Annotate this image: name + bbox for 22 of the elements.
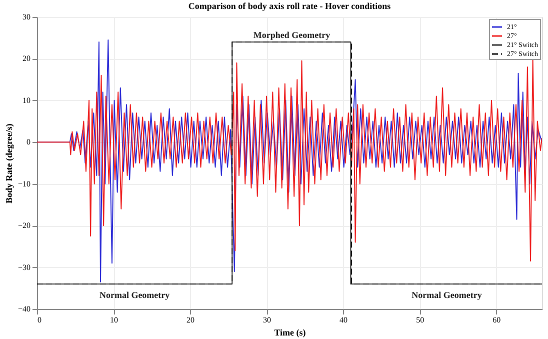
x-tick-label: 30 xyxy=(263,316,272,324)
annotation: Normal Geometry xyxy=(99,290,170,300)
annotation: Normal Geometry xyxy=(412,290,482,300)
y-tick-label: 20 xyxy=(22,54,30,64)
x-tick-label: 40 xyxy=(340,316,348,324)
y-tick-label: −40 xyxy=(18,304,30,314)
x-tick-label: 20 xyxy=(186,316,195,324)
x-tick-label: 10 xyxy=(110,316,118,324)
y-tick-label: −10 xyxy=(18,179,30,188)
y-tick-label: −30 xyxy=(18,262,30,272)
y-tick-label: 0 xyxy=(26,138,30,147)
y-tick-label: 10 xyxy=(22,96,30,105)
y-axis-title: Body Rate (degree/s) xyxy=(4,124,14,204)
x-tick-label: 50 xyxy=(416,316,424,324)
x-axis-title: Time (s) xyxy=(274,328,306,338)
y-tick-label: 30 xyxy=(22,12,30,22)
x-tick-label: 60 xyxy=(492,316,501,324)
annotation: Morphed Geometry xyxy=(253,30,331,40)
x-tick-label: 0 xyxy=(38,316,42,324)
line-series xyxy=(37,58,542,262)
y-tick-label: −20 xyxy=(18,221,30,230)
chart-title: Comparison of body axis roll rate - Hover conditions xyxy=(188,1,392,11)
